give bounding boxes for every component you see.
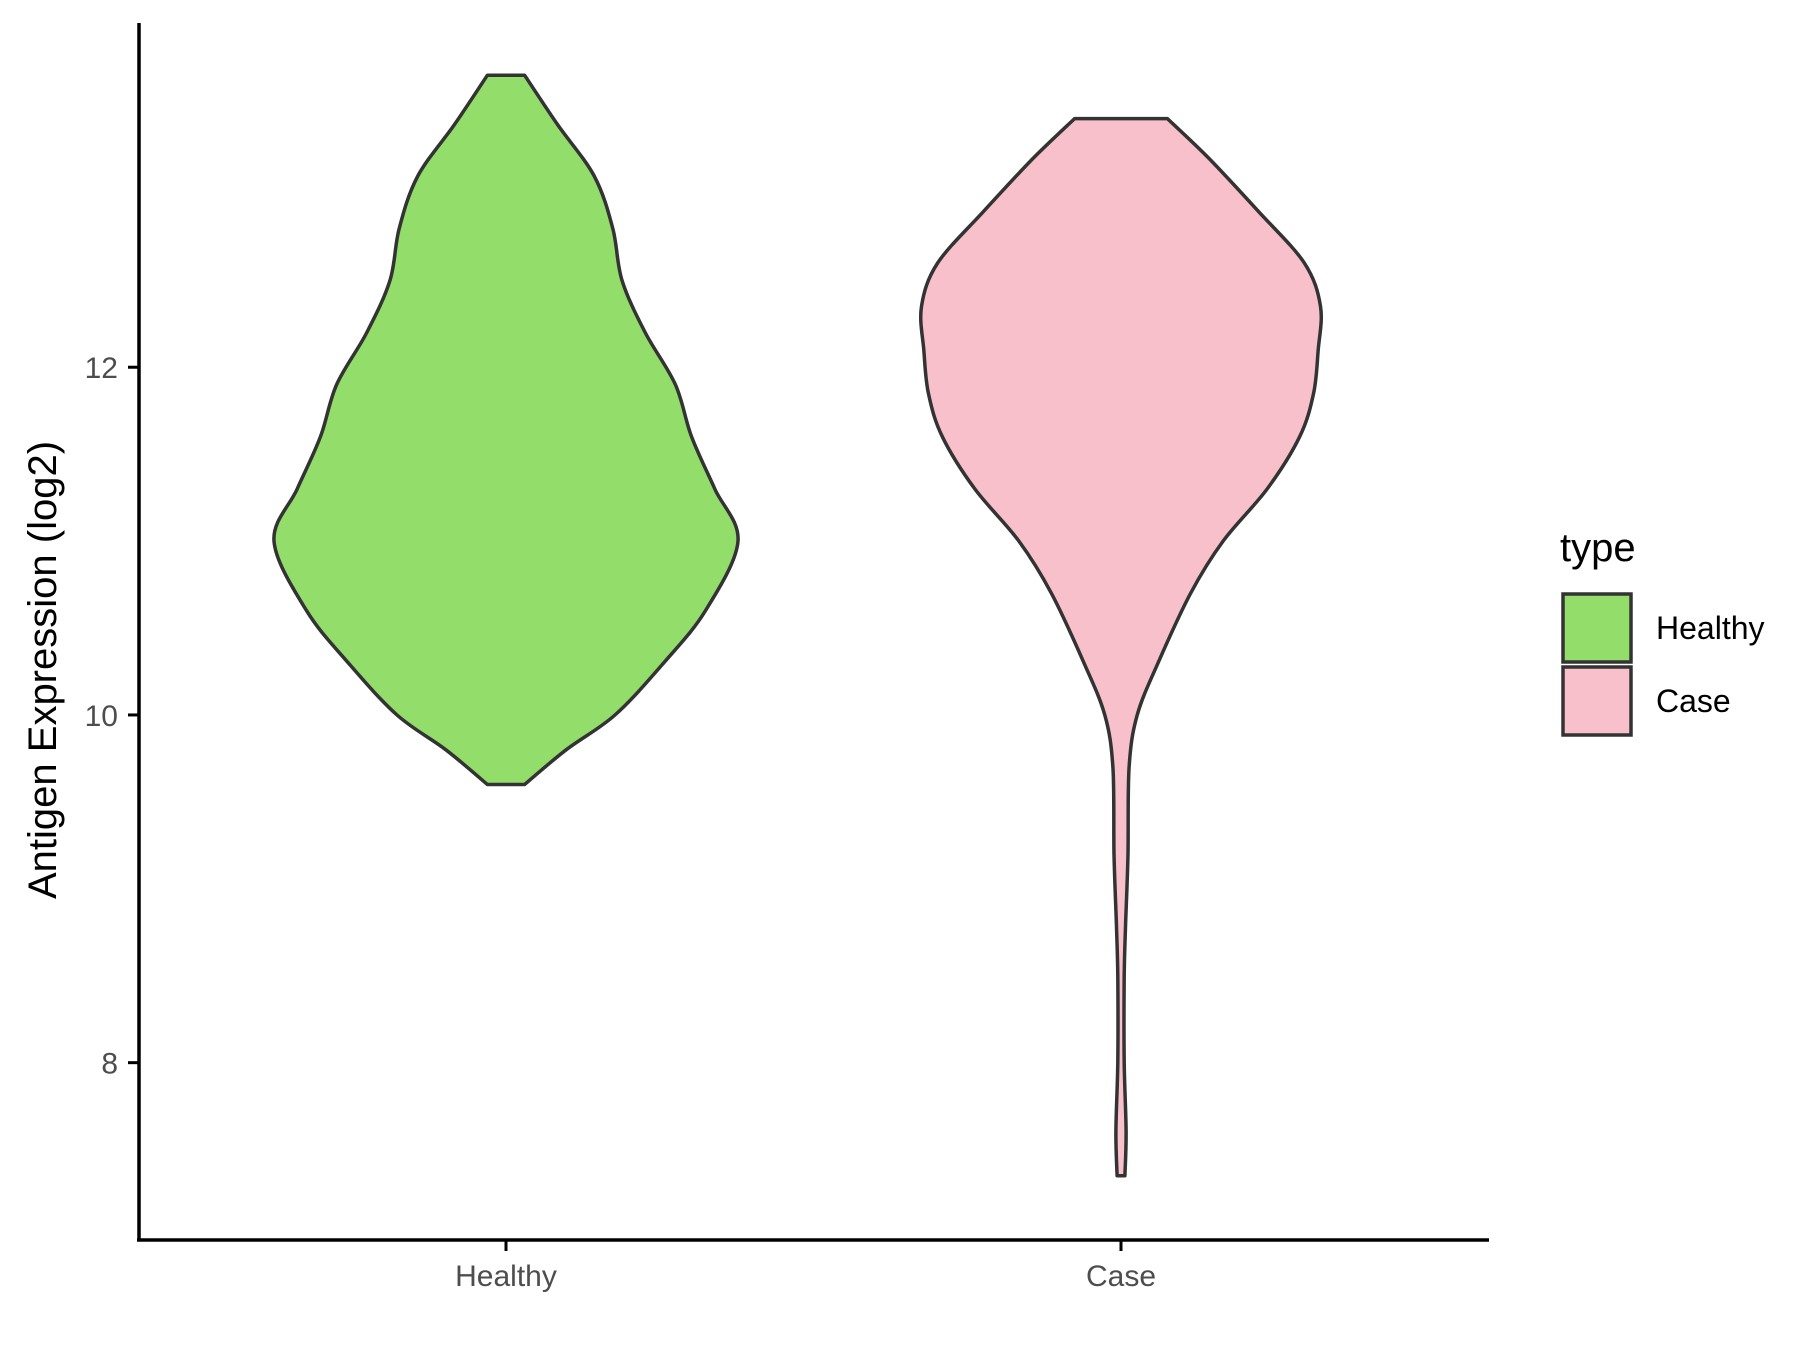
violin-case bbox=[918, 116, 1324, 1178]
y-tick-label: 12 bbox=[85, 352, 118, 385]
legend: type Healthy Case bbox=[1560, 526, 1765, 737]
violins-layer bbox=[272, 73, 1324, 1178]
x-ticks: Healthy Case bbox=[455, 1240, 1156, 1293]
y-axis-title: Antigen Expression (log2) bbox=[21, 441, 65, 899]
legend-key-healthy bbox=[1561, 592, 1633, 664]
legend-key-case bbox=[1561, 665, 1633, 737]
legend-label: Healthy bbox=[1656, 610, 1765, 646]
x-tick-label: Healthy bbox=[455, 1260, 557, 1293]
violin-healthy bbox=[272, 73, 740, 787]
legend-items: Healthy Case bbox=[1561, 592, 1765, 737]
y-tick-label: 8 bbox=[101, 1048, 118, 1081]
legend-label: Case bbox=[1656, 683, 1731, 719]
y-ticks: 8 10 12 bbox=[85, 352, 139, 1081]
legend-title: type bbox=[1560, 526, 1636, 570]
y-tick-label: 10 bbox=[85, 700, 118, 733]
x-tick-label: Case bbox=[1086, 1260, 1156, 1293]
